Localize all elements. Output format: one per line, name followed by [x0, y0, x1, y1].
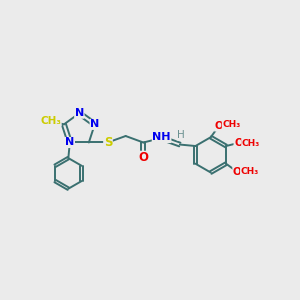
Text: CH₃: CH₃ — [241, 167, 259, 176]
Text: CH₃: CH₃ — [222, 120, 241, 129]
Text: CH₃: CH₃ — [40, 116, 61, 126]
Text: CH₃: CH₃ — [242, 139, 260, 148]
Text: O: O — [233, 167, 242, 177]
Text: N: N — [75, 108, 84, 118]
Text: N: N — [90, 119, 99, 129]
Text: S: S — [104, 136, 112, 149]
Text: O: O — [138, 151, 148, 164]
Text: H: H — [177, 130, 185, 140]
Text: N: N — [65, 137, 74, 148]
Text: NH: NH — [152, 133, 171, 142]
Text: O: O — [214, 121, 224, 131]
Text: O: O — [234, 138, 243, 148]
